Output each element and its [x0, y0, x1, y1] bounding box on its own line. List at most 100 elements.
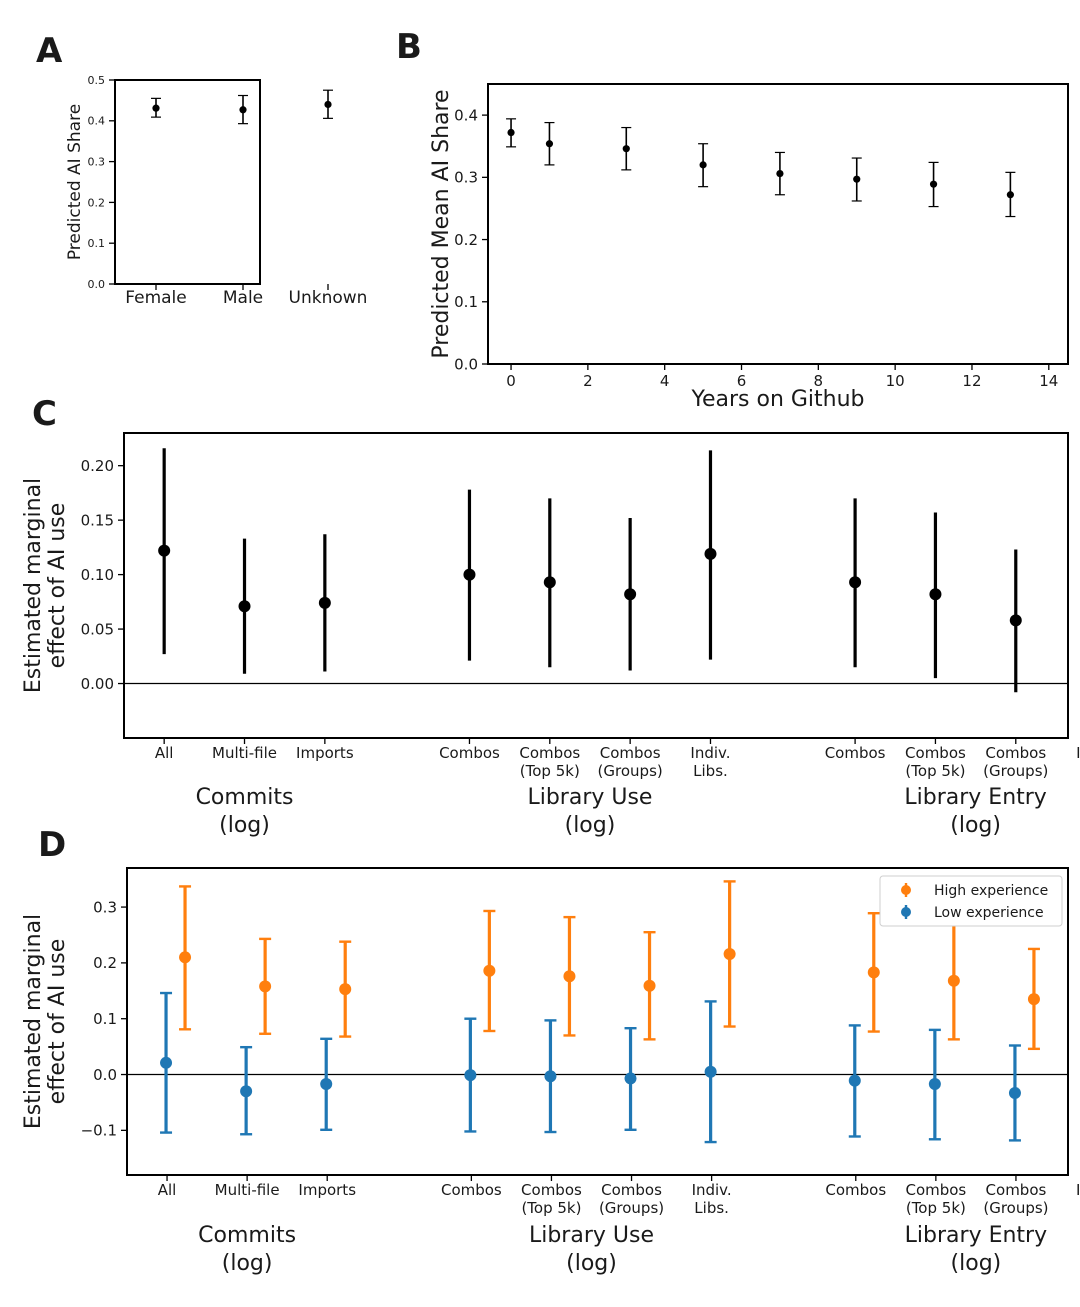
data-point: [947, 974, 960, 987]
data-point: [1006, 191, 1014, 199]
x-tick-label: Imports: [296, 744, 354, 762]
x-tick-label: Male: [223, 288, 263, 308]
y-tick-label: 0.0: [88, 278, 106, 291]
x-tick-label: (Top 5k): [905, 762, 965, 780]
x-tick-label: 14: [1039, 372, 1058, 390]
data-point: [507, 128, 515, 137]
x-tick-label: Combos: [439, 744, 500, 762]
x-tick-label: (Groups): [983, 1199, 1048, 1217]
y-tick-label: 0.15: [81, 511, 114, 529]
group-label: Library Use: [527, 785, 652, 810]
x-tick-label: (Top 5k): [906, 1199, 966, 1217]
data-point: [622, 145, 630, 153]
x-tick-label: (Top 5k): [521, 1199, 581, 1217]
data-point: [324, 100, 332, 109]
data-point: [928, 1078, 941, 1091]
x-tick-label: All: [155, 744, 174, 762]
group-label: (log): [566, 1251, 617, 1276]
data-point: [704, 1065, 717, 1078]
panel-letter: A: [36, 31, 63, 71]
y-tick-label: 0.3: [88, 155, 106, 168]
x-tick-label: Combos: [985, 744, 1046, 762]
x-tick-label: Combos: [521, 1181, 582, 1199]
x-tick-label: Unknown: [289, 288, 368, 308]
data-point: [318, 596, 331, 609]
data-point: [624, 1072, 637, 1085]
group-label: Library Entry: [905, 1223, 1047, 1248]
data-point: [238, 600, 251, 613]
group-label: (log): [950, 813, 1001, 838]
y-tick-label: 0.1: [88, 237, 106, 250]
x-tick-label: Combos: [825, 1181, 886, 1199]
panel-A: A 0.0 0.1 0.2 0.3 0.4 0.5 Female Male Unknown Pred…: [36, 31, 367, 308]
y-tick-label: 0.10: [81, 566, 114, 584]
y-tick-label: 0.2: [88, 196, 106, 209]
y-axis-label: Estimated marginal: [21, 914, 46, 1129]
group-label: Commits: [198, 1223, 296, 1248]
plot-frame: [126, 867, 1069, 1176]
x-tick-label: Combos: [986, 1181, 1047, 1199]
x-tick-label: Combos: [519, 744, 580, 762]
x-tick-label: Combos: [600, 744, 661, 762]
x-tick-label: Multi-file: [212, 744, 277, 762]
legend-marker: [901, 885, 911, 895]
legend-box: [879, 875, 1063, 927]
x-axis-label: Years on Github: [690, 387, 864, 412]
group-label: (log): [219, 813, 270, 838]
x-tick-label: 8: [814, 372, 824, 390]
data-point: [1008, 1086, 1021, 1099]
y-tick-label: 0.4: [454, 106, 478, 124]
legend-label: High experience: [934, 883, 1048, 899]
data-point: [339, 983, 352, 996]
data-point: [723, 947, 736, 960]
x-tick-label: (Groups): [983, 762, 1048, 780]
y-tick-label: 0.00: [81, 675, 114, 693]
group-label: Commits: [196, 785, 294, 810]
x-tick-label: All: [158, 1181, 177, 1199]
data-point: [848, 1074, 861, 1087]
data-point: [643, 979, 656, 992]
data-point: [776, 170, 784, 178]
y-axis-label: Predicted AI Share: [65, 104, 85, 260]
data-point: [929, 588, 942, 601]
x-tick-label: 0: [506, 372, 516, 390]
data-point: [867, 966, 880, 979]
data-point: [463, 568, 476, 581]
data-point: [853, 175, 861, 183]
y-tick-label: 0.2: [454, 231, 478, 249]
data-point: [239, 106, 247, 114]
x-tick-label: Libs.: [694, 1199, 729, 1217]
panel-letter: B: [396, 27, 422, 67]
data-point: [544, 1070, 557, 1083]
x-tick-label: Combos: [825, 744, 886, 762]
data-point: [849, 576, 862, 589]
x-tick-label: (Groups): [599, 1199, 664, 1217]
x-tick-label: 6: [737, 372, 747, 390]
y-axis-label: Estimated marginal: [21, 478, 46, 693]
data-point: [624, 588, 637, 601]
plot-frame: [487, 83, 1069, 365]
x-tick-label: Indiv.: [1076, 1181, 1080, 1199]
y-axis-label: Predicted Mean AI Share: [429, 89, 454, 358]
x-tick-label: 4: [660, 372, 670, 390]
x-tick-label: Female: [125, 288, 186, 308]
y-tick-label: 0.5: [88, 74, 106, 87]
plot-frame: [114, 79, 261, 285]
plot-frame: [123, 432, 1069, 739]
data-point: [240, 1085, 253, 1098]
data-point: [1027, 993, 1040, 1006]
y-axis-label: effect of AI use: [45, 503, 70, 669]
panel-C: C 0.00 0.05 0.10 0.15 0.20 All Multi-file Import…: [21, 394, 1080, 838]
x-tick-label: Imports: [298, 1181, 356, 1199]
group-label: Library Entry: [904, 785, 1046, 810]
y-tick-label: 0.1: [93, 1010, 117, 1028]
x-tick-label: Combos: [601, 1181, 662, 1199]
y-tick-label: 0.3: [454, 169, 478, 187]
legend-marker: [901, 907, 911, 917]
y-tick-label: 0.3: [93, 898, 117, 916]
x-tick-label: Libs.: [1079, 1199, 1080, 1217]
group-label: (log): [222, 1251, 273, 1276]
x-tick-label: Combos: [905, 1181, 966, 1199]
x-tick-label: 10: [886, 372, 905, 390]
